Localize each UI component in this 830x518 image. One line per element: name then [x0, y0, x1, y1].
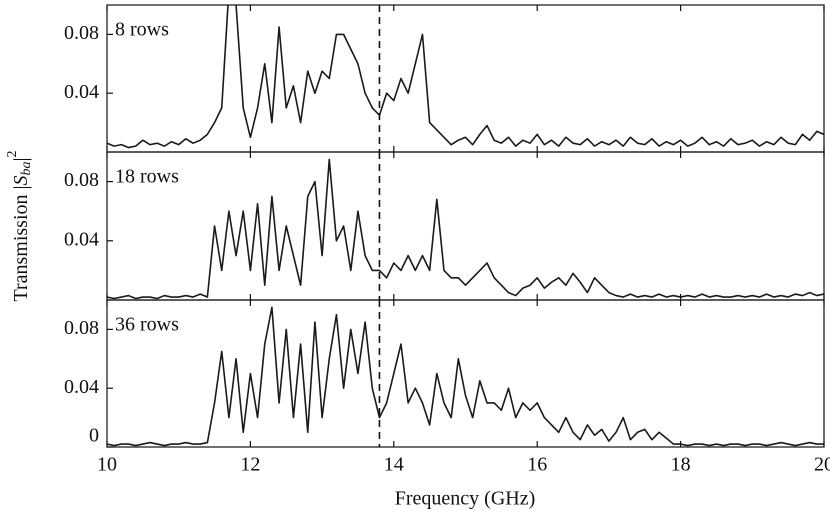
panel-annotation: 8 rows — [115, 19, 169, 41]
x-axis-label: Frequency (GHz) — [395, 488, 536, 510]
data-line — [107, 5, 824, 149]
x-tick-label: 12 — [240, 454, 260, 476]
y-axis-label: Transmission |Sba|2 — [5, 150, 34, 301]
x-tick-label: 16 — [527, 454, 547, 476]
y-tick-label: 0.04 — [64, 81, 99, 103]
panel-frame — [106, 4, 825, 153]
y-label-bar: | — [10, 157, 32, 161]
data-line — [107, 158, 824, 300]
y-tick-label: 0.04 — [64, 228, 99, 250]
y-label-superscript: 2 — [5, 150, 20, 157]
x-tick-label: 14 — [384, 454, 404, 476]
y-tick-label: 0.08 — [64, 22, 99, 44]
panel-annotation: 36 rows — [115, 314, 179, 336]
data-line — [107, 306, 824, 447]
y-tick-label: 0.04 — [64, 376, 99, 398]
panel-frame — [106, 299, 825, 448]
y-label-text: Transmission | — [10, 185, 32, 301]
y-label-symbol: S — [10, 175, 32, 185]
x-tick-label: 20 — [814, 454, 830, 476]
x-tick-label: 10 — [97, 454, 117, 476]
y-tick-label: 0 — [89, 425, 99, 447]
y-tick-label: 0.08 — [64, 169, 99, 191]
y-tick-label: 0.08 — [64, 317, 99, 339]
panel-annotation: 18 rows — [115, 166, 179, 188]
y-label-subscript: ba — [19, 161, 34, 175]
x-tick-label: 18 — [671, 454, 691, 476]
